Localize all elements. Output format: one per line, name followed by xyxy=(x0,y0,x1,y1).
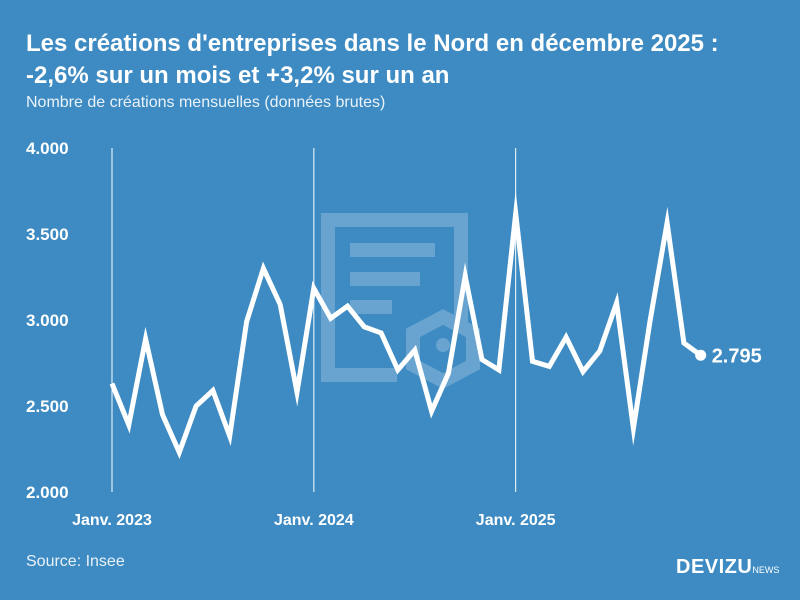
y-tick-label: 2.500 xyxy=(26,397,69,416)
last-point-marker xyxy=(695,349,707,361)
x-tick-label: Janv. 2024 xyxy=(274,512,354,529)
title-line-2: -2,6% sur un mois et +3,2% sur un an xyxy=(26,62,450,89)
y-tick-label: 2.000 xyxy=(26,483,69,502)
watermark-icon xyxy=(321,213,480,389)
title-line-1: Les créations d'entreprises dans le Nord… xyxy=(26,30,719,57)
logo-main: DEVIZU xyxy=(676,556,753,578)
source-note: Source: Insee xyxy=(26,553,125,570)
y-tick-label: 4.000 xyxy=(26,139,69,158)
x-tick-label: Janv. 2025 xyxy=(476,512,556,529)
chart-title: Les créations d'entreprises dans le Nord… xyxy=(26,28,786,92)
series-line xyxy=(109,190,703,460)
chart-subtitle: Nombre de créations mensuelles (données … xyxy=(26,94,386,111)
logo-suffix: NEWS xyxy=(752,565,780,575)
y-tick-label: 3.000 xyxy=(26,311,69,330)
last-value-label: 2.795 xyxy=(712,345,762,367)
x-tick-label: Janv. 2023 xyxy=(72,512,152,529)
y-tick-label: 3.500 xyxy=(26,225,69,244)
logo: DEVIZUNEWS xyxy=(676,556,779,579)
